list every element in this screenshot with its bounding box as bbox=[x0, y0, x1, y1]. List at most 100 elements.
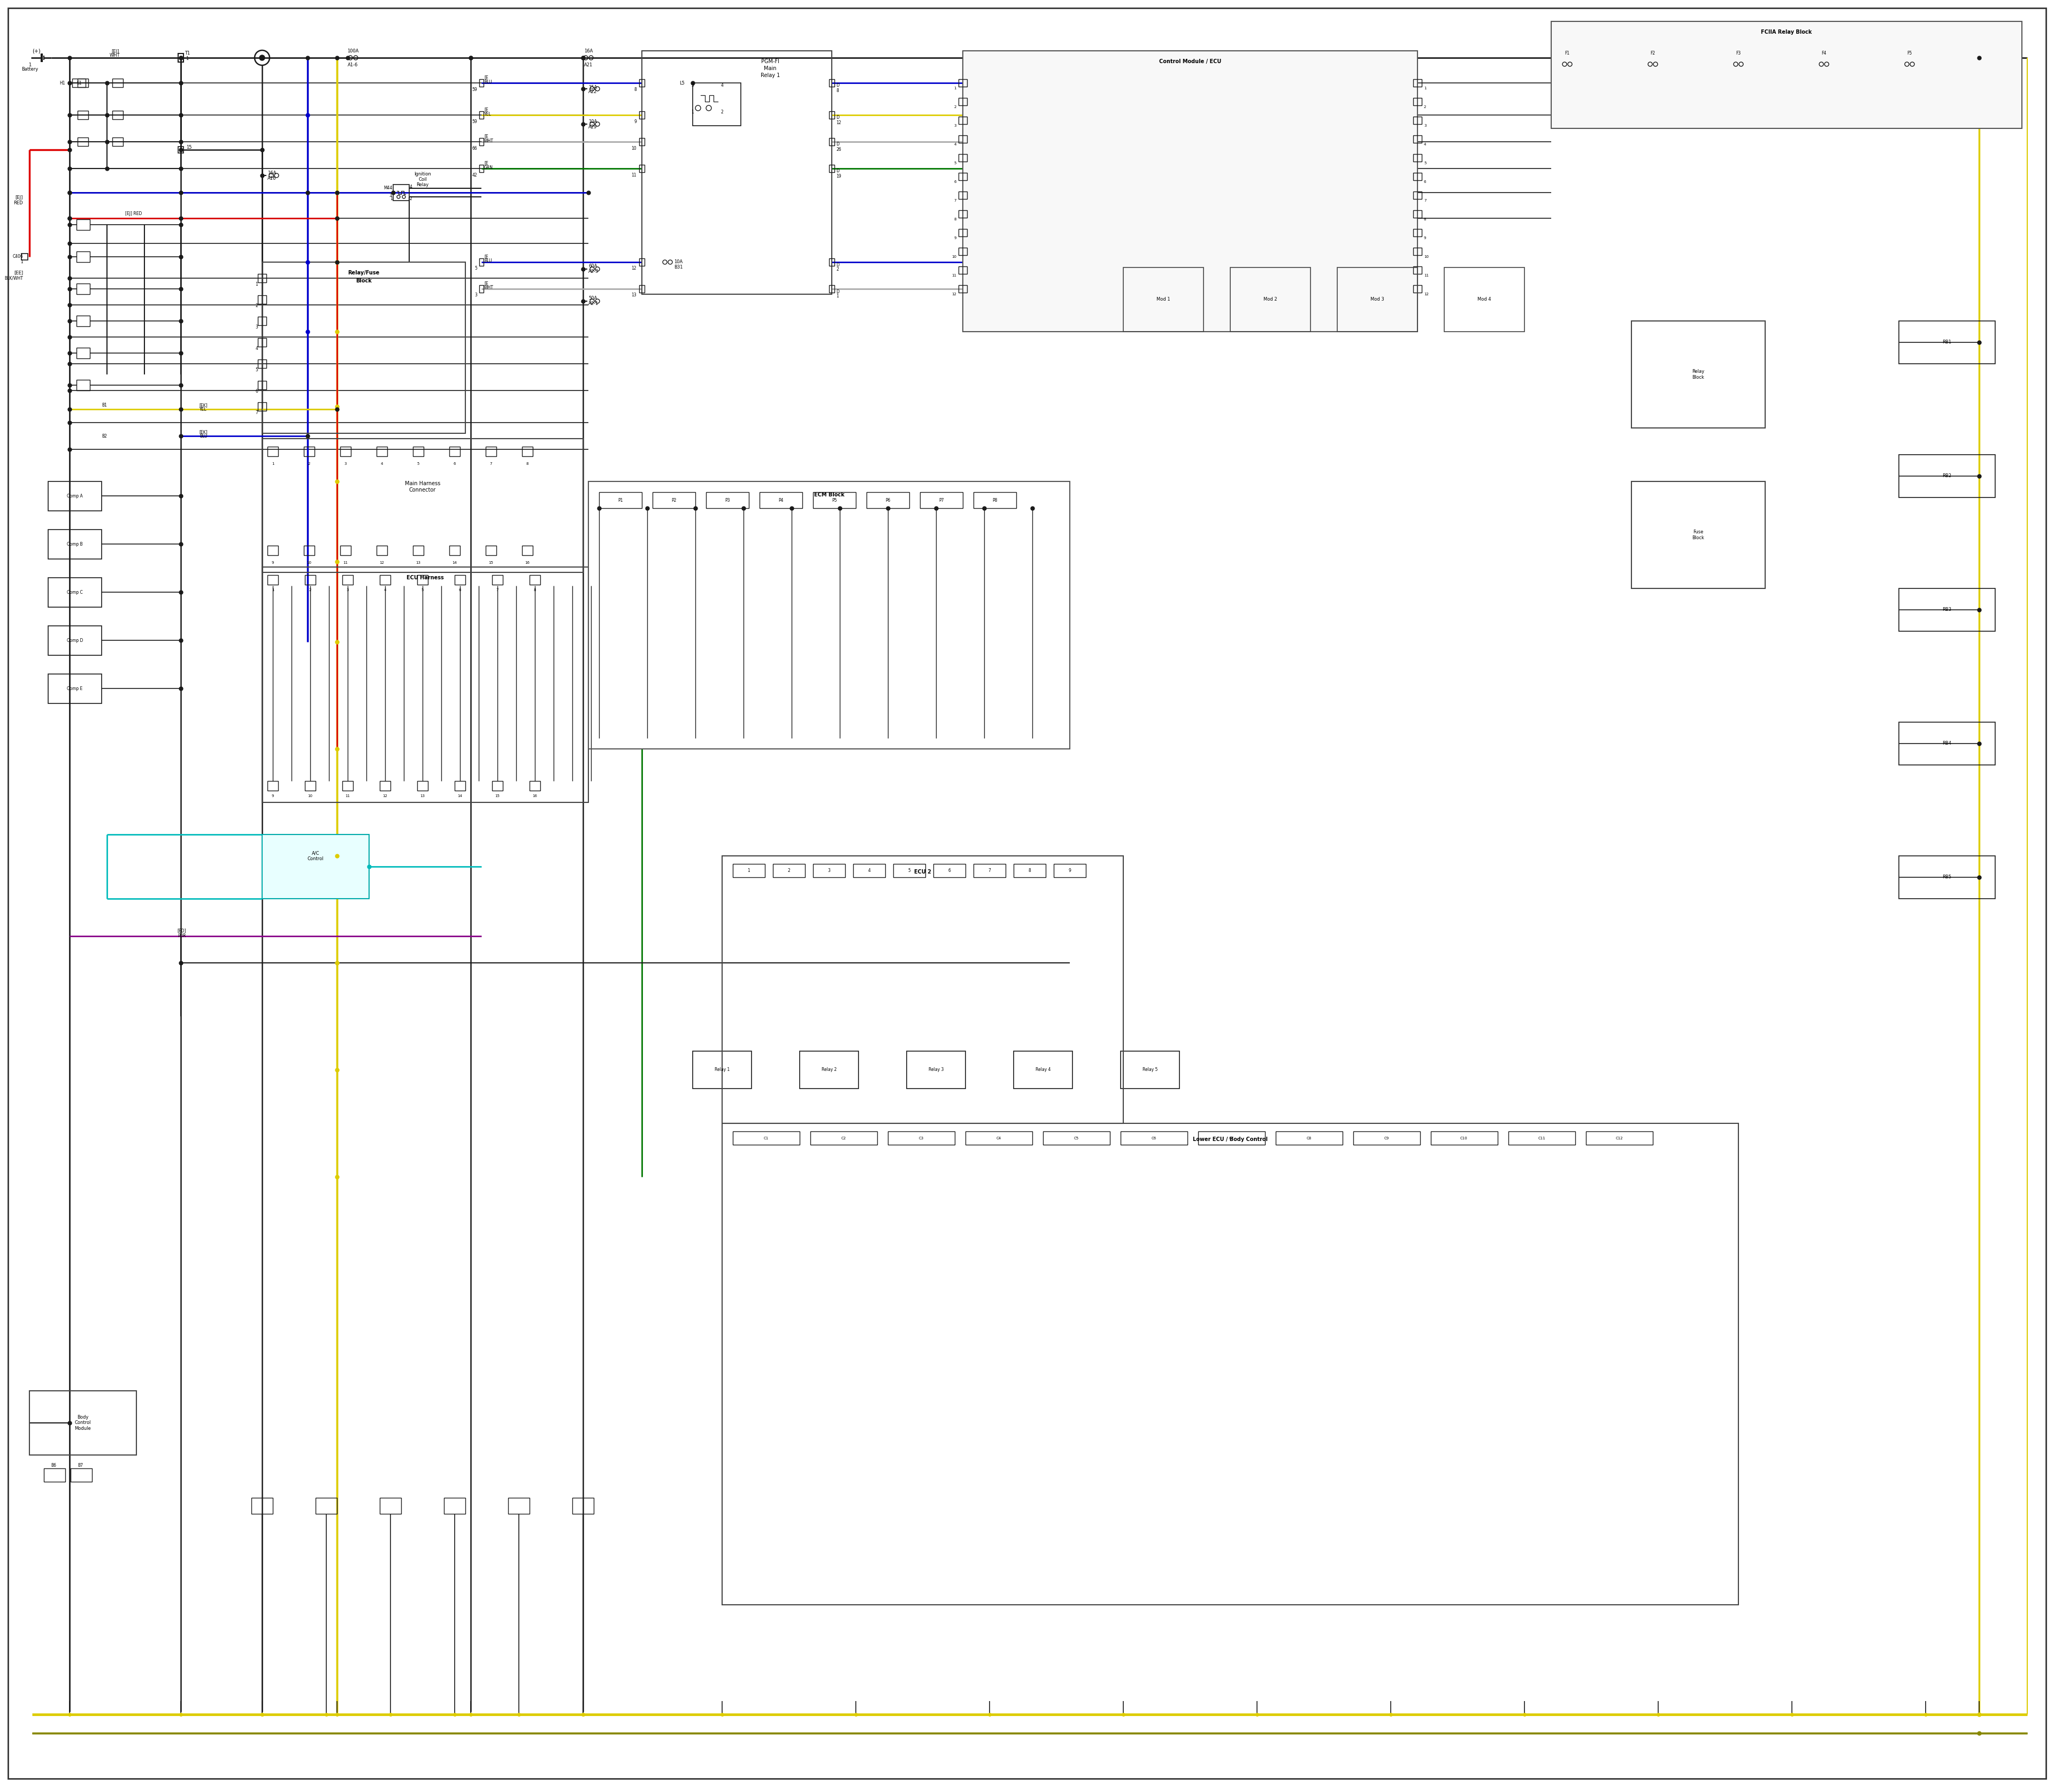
Bar bbox=[267, 575, 277, 584]
Text: 2: 2 bbox=[953, 106, 957, 109]
Text: B7: B7 bbox=[78, 1464, 82, 1468]
Text: 10: 10 bbox=[1423, 254, 1430, 258]
Bar bbox=[316, 1498, 337, 1514]
Text: 11: 11 bbox=[631, 172, 637, 177]
Text: P5: P5 bbox=[832, 498, 836, 502]
Text: [EK]: [EK] bbox=[199, 403, 207, 409]
Text: RB3: RB3 bbox=[1943, 607, 1951, 613]
Bar bbox=[267, 781, 277, 790]
Bar bbox=[733, 864, 764, 878]
Text: 5: 5 bbox=[417, 462, 419, 466]
Bar bbox=[1413, 285, 1421, 292]
Text: 4: 4 bbox=[380, 462, 384, 466]
Text: 1: 1 bbox=[271, 588, 273, 591]
Text: 3: 3 bbox=[345, 462, 347, 466]
Bar bbox=[76, 283, 90, 294]
Text: 7: 7 bbox=[497, 588, 499, 591]
Text: 5: 5 bbox=[953, 161, 957, 165]
Bar bbox=[485, 446, 497, 457]
Text: 1: 1 bbox=[953, 86, 957, 90]
Text: P3: P3 bbox=[725, 498, 729, 502]
Bar bbox=[1013, 864, 1045, 878]
Text: BLU: BLU bbox=[485, 258, 491, 263]
Text: P6: P6 bbox=[885, 498, 891, 502]
Bar bbox=[852, 864, 885, 878]
Bar bbox=[1586, 1131, 1653, 1145]
Text: 5: 5 bbox=[1423, 161, 1425, 165]
Text: RED: RED bbox=[14, 201, 23, 206]
Bar bbox=[965, 1131, 1033, 1145]
Bar bbox=[830, 165, 834, 172]
Text: Relay
Block: Relay Block bbox=[1692, 369, 1705, 380]
Text: A22: A22 bbox=[587, 90, 598, 95]
Text: 50A: 50A bbox=[587, 296, 598, 301]
Text: B6: B6 bbox=[51, 1464, 55, 1468]
Text: 5: 5 bbox=[908, 869, 910, 873]
Bar bbox=[47, 482, 101, 511]
Bar bbox=[811, 1131, 877, 1145]
Text: C7: C7 bbox=[1228, 1136, 1234, 1140]
Bar bbox=[380, 1498, 401, 1514]
Text: Relay 1: Relay 1 bbox=[760, 73, 781, 79]
Text: [E: [E bbox=[485, 254, 489, 260]
Text: 10: 10 bbox=[306, 561, 312, 564]
Bar bbox=[78, 138, 88, 145]
Bar bbox=[454, 575, 466, 584]
Text: H1: H1 bbox=[60, 81, 66, 86]
Text: B1: B1 bbox=[103, 403, 107, 409]
Text: C11: C11 bbox=[1538, 1136, 1545, 1140]
Bar bbox=[707, 493, 750, 509]
Text: YEL: YEL bbox=[199, 407, 207, 412]
Bar bbox=[479, 165, 483, 172]
Text: Relay 1: Relay 1 bbox=[715, 1068, 729, 1072]
Text: 13: 13 bbox=[421, 794, 425, 797]
Bar bbox=[76, 315, 90, 326]
Bar bbox=[1898, 588, 1994, 631]
Text: Fuse
Block: Fuse Block bbox=[1692, 530, 1705, 539]
Text: 1: 1 bbox=[271, 462, 273, 466]
Text: Battery: Battery bbox=[23, 66, 39, 72]
Text: 1: 1 bbox=[185, 56, 189, 61]
Bar bbox=[417, 781, 427, 790]
Text: 3: 3 bbox=[474, 292, 477, 297]
Bar bbox=[304, 575, 316, 584]
Bar bbox=[959, 172, 967, 181]
Bar bbox=[1631, 482, 1764, 588]
Text: B31: B31 bbox=[674, 265, 682, 271]
Bar bbox=[376, 446, 388, 457]
Text: 3: 3 bbox=[255, 324, 259, 330]
Bar bbox=[263, 835, 370, 898]
Bar bbox=[959, 267, 967, 274]
Bar bbox=[259, 274, 267, 283]
Text: C3: C3 bbox=[918, 1136, 924, 1140]
Text: [E: [E bbox=[485, 75, 489, 81]
Text: M44: M44 bbox=[384, 186, 392, 190]
Text: [E: [E bbox=[485, 161, 489, 165]
Text: Relay 5: Relay 5 bbox=[1142, 1068, 1158, 1072]
Text: S1: S1 bbox=[76, 81, 82, 86]
Text: 2: 2 bbox=[836, 267, 838, 272]
Text: P7: P7 bbox=[939, 498, 945, 502]
Text: Mod 4: Mod 4 bbox=[1477, 297, 1491, 303]
Text: D: D bbox=[836, 115, 840, 120]
Text: 10A: 10A bbox=[587, 120, 598, 124]
Text: P4: P4 bbox=[778, 498, 783, 502]
Bar bbox=[830, 258, 834, 265]
Bar bbox=[1413, 172, 1421, 181]
Text: C12: C12 bbox=[1616, 1136, 1623, 1140]
Bar bbox=[1121, 1052, 1179, 1088]
Text: ECM Block: ECM Block bbox=[813, 493, 844, 498]
Text: P1: P1 bbox=[618, 498, 622, 502]
Bar bbox=[454, 781, 466, 790]
Text: 12: 12 bbox=[951, 292, 957, 296]
Text: 5: 5 bbox=[255, 367, 259, 373]
Bar bbox=[259, 296, 267, 305]
Text: 13: 13 bbox=[631, 292, 637, 297]
Text: [EJ]: [EJ] bbox=[14, 195, 23, 201]
Text: P8: P8 bbox=[992, 498, 998, 502]
Text: A29: A29 bbox=[587, 125, 598, 129]
Bar bbox=[1551, 22, 2021, 129]
Bar bbox=[1054, 864, 1087, 878]
Bar bbox=[1413, 99, 1421, 106]
Text: 6: 6 bbox=[255, 389, 259, 394]
